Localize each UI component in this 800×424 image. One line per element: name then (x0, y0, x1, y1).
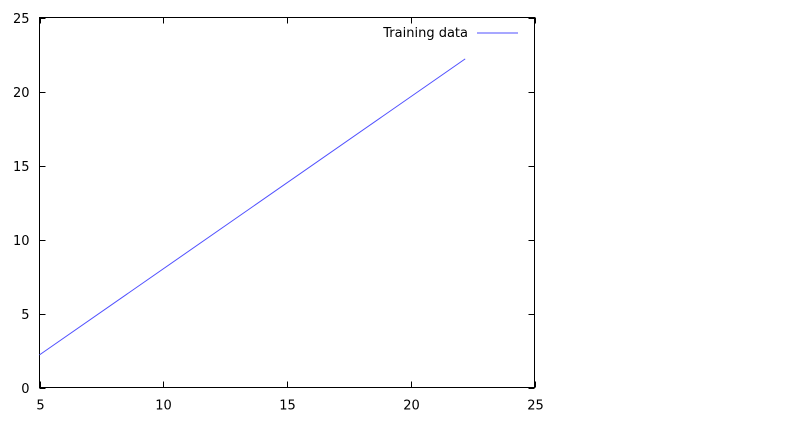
x-axis-ticks: 5 10 15 20 25 (36, 17, 544, 414)
y-tick-label: 20 (13, 86, 30, 101)
x-tick-label: 5 (36, 399, 44, 414)
x-tick-label: 20 (403, 399, 420, 414)
y-tick-label: 25 (13, 12, 30, 27)
y-axis-ticks: 0 5 10 15 20 25 (13, 12, 535, 397)
y-tick-label: 0 (21, 382, 29, 397)
y-tick-label: 5 (21, 308, 29, 323)
legend: Training data (382, 26, 518, 41)
x-tick-label: 25 (527, 399, 544, 414)
legend-label: Training data (382, 26, 468, 41)
x-tick-label: 15 (279, 399, 296, 414)
x-tick-label: 10 (155, 399, 172, 414)
plot-frame (39, 17, 535, 388)
series-layer (39, 58, 466, 356)
series-line (39, 58, 466, 356)
y-tick-label: 10 (13, 234, 30, 249)
y-tick-label: 15 (13, 160, 30, 175)
